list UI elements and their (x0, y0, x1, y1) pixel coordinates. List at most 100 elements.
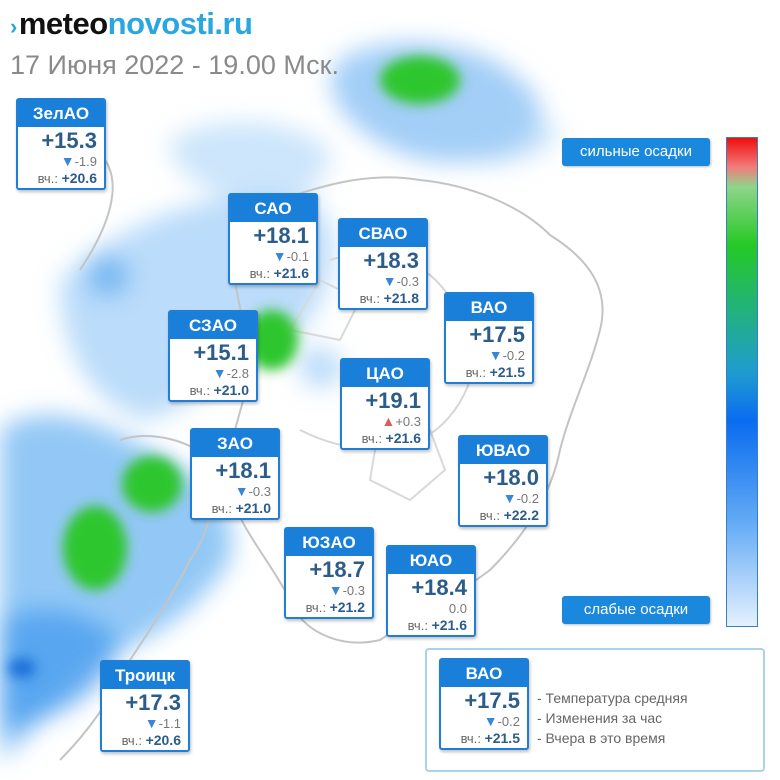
yesterday-temperature: вч.: +22.2 (460, 506, 546, 525)
hourly-change: ▼-1.9 (18, 153, 104, 170)
legend-sample-card: ВАО +17.5 ▼-0.2 вч.: +21.5 (439, 658, 529, 750)
trend-arrow-icon: ▼ (488, 347, 503, 363)
average-temperature: +17.5 (464, 688, 520, 713)
yesterday-label: вч.: (465, 365, 486, 380)
average-temperature: +18.0 (483, 465, 539, 490)
trend-arrow-icon: ▼ (212, 365, 227, 381)
change-value: -0.2 (497, 714, 520, 729)
change-value: -0.1 (286, 249, 309, 264)
change-value: -0.3 (342, 583, 365, 598)
yesterday-label: вч.: (211, 501, 232, 516)
yesterday-value: +21.0 (213, 382, 249, 398)
district-card[interactable]: ЦАО +19.1 ▲+0.3 вч.: +21.6 (340, 358, 430, 450)
average-temperature: +18.7 (309, 557, 365, 582)
yesterday-value: +21.0 (235, 500, 271, 516)
district-card[interactable]: ЮЗАО +18.7 ▼-0.3 вч.: +21.2 (284, 527, 374, 619)
legend-item-yesterday: - Вчера в это время (537, 730, 666, 746)
yesterday-label: вч.: (359, 291, 380, 306)
yesterday-value: +22.2 (503, 507, 539, 523)
district-name: СЗАО (170, 312, 256, 339)
yesterday-label: вч.: (361, 431, 382, 446)
yesterday-temperature: вч.: +21.5 (446, 363, 532, 382)
district-name: ЮВАО (460, 437, 546, 464)
yesterday-temperature: вч.: +21.6 (342, 429, 428, 448)
brand-prefix: meteo (18, 6, 108, 41)
average-temperature: +17.5 (469, 322, 525, 347)
change-value: -0.2 (502, 348, 525, 363)
yesterday-label: вч.: (305, 600, 326, 615)
district-name: ЮАО (388, 547, 474, 574)
hourly-change: ▼-0.2 (446, 347, 532, 364)
district-card[interactable]: ЗелАО +15.3 ▼-1.9 вч.: +20.6 (16, 98, 106, 190)
yesterday-temperature: вч.: +21.6 (388, 616, 474, 635)
yesterday-temperature: вч.: +21.0 (170, 381, 256, 400)
yesterday-temperature: вч.: +20.6 (102, 731, 188, 750)
district-card[interactable]: Троицк +17.3 ▼-1.1 вч.: +20.6 (100, 660, 190, 752)
district-card[interactable]: ВАО +17.5 ▼-0.2 вч.: +21.5 (444, 292, 534, 384)
average-temperature: +17.3 (125, 690, 181, 715)
district-name: ВАО (441, 660, 527, 687)
yesterday-temperature: вч.: +21.6 (230, 264, 316, 283)
hourly-change: ▼-0.3 (340, 273, 426, 290)
trend-arrow-icon: ▼ (234, 483, 249, 499)
strong-precip-label: сильные осадки (562, 138, 710, 166)
trend-arrow-icon: ▼ (60, 153, 75, 169)
change-value: -0.2 (516, 491, 539, 506)
change-value: -1.9 (74, 154, 97, 169)
brand-logo[interactable]: ›meteonovosti.ru (10, 6, 253, 42)
hourly-change: ▲+0.3 (342, 413, 428, 430)
change-value: -1.1 (158, 716, 181, 731)
yesterday-value: +21.6 (431, 617, 467, 633)
average-temperature: +18.1 (215, 458, 271, 483)
hourly-change: ▼-0.2 (441, 714, 527, 730)
yesterday-label: вч.: (479, 508, 500, 523)
change-value: -0.3 (396, 274, 419, 289)
district-name: САО (230, 195, 316, 222)
yesterday-temperature: вч.: +21.0 (192, 499, 278, 518)
district-name: ЮЗАО (286, 529, 372, 556)
legend-box: ВАО +17.5 ▼-0.2 вч.: +21.5 - Температура ср… (425, 648, 765, 772)
district-card[interactable]: ЗАО +18.1 ▼-0.3 вч.: +21.0 (190, 428, 280, 520)
hourly-change: ▼-0.3 (286, 582, 372, 599)
yesterday-label: вч.: (121, 733, 142, 748)
district-card[interactable]: СВАО +18.3 ▼-0.3 вч.: +21.8 (338, 218, 428, 310)
yesterday-temperature: вч.: +21.5 (441, 729, 527, 748)
average-temperature: +15.1 (193, 340, 249, 365)
yesterday-temperature: вч.: +21.8 (340, 289, 426, 308)
yesterday-label: вч.: (37, 171, 58, 186)
average-temperature: +18.4 (411, 575, 467, 600)
trend-arrow-icon: ▼ (328, 582, 343, 598)
precipitation-scale-bar (726, 137, 758, 627)
change-value: -2.8 (226, 366, 249, 381)
trend-arrow-icon: ▲ (381, 413, 396, 429)
legend-item-temperature: - Температура средняя (537, 690, 688, 706)
average-temperature: +15.3 (41, 128, 97, 153)
heavy-precipitation-layer (8, 56, 460, 678)
district-name: ЗАО (192, 430, 278, 457)
hourly-change: 0.0 (388, 601, 474, 616)
district-card[interactable]: САО +18.1 ▼-0.1 вч.: +21.6 (228, 193, 318, 285)
weak-precip-label: слабые осадки (562, 596, 710, 624)
district-name: Троицк (102, 662, 188, 689)
trend-arrow-icon: ▼ (502, 490, 517, 506)
legend-items: - Температура средняя - Изменения за час… (537, 688, 688, 748)
yesterday-value: +21.8 (383, 290, 419, 306)
district-name: ЗелАО (18, 100, 104, 127)
district-card[interactable]: ЮВАО +18.0 ▼-0.2 вч.: +22.2 (458, 435, 548, 527)
yesterday-temperature: вч.: +21.2 (286, 598, 372, 617)
yesterday-value: +21.2 (329, 599, 365, 615)
district-card[interactable]: ЮАО +18.4 0.0 вч.: +21.6 (386, 545, 476, 637)
trend-arrow-icon: ▼ (272, 248, 287, 264)
yesterday-value: +21.5 (484, 730, 520, 746)
hourly-change: ▼-1.1 (102, 715, 188, 732)
change-value: -0.3 (248, 484, 271, 499)
trend-arrow-icon: ▼ (382, 273, 397, 289)
trend-arrow-icon: ▼ (144, 715, 159, 731)
yesterday-value: +20.6 (61, 170, 97, 186)
yesterday-temperature: вч.: +20.6 (18, 169, 104, 188)
hourly-change: ▼-0.1 (230, 248, 316, 265)
hourly-change: ▼-0.3 (192, 483, 278, 500)
district-card[interactable]: СЗАО +15.1 ▼-2.8 вч.: +21.0 (168, 310, 258, 402)
yesterday-value: +21.5 (489, 364, 525, 380)
